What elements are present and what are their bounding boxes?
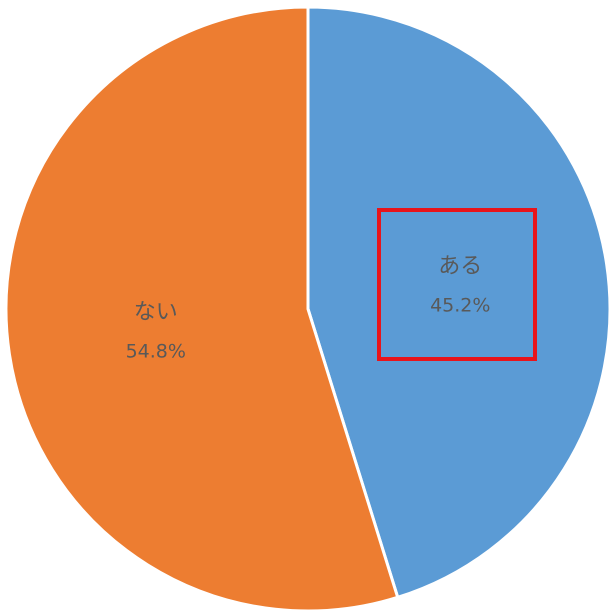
pie-slice — [306, 5, 612, 599]
labels: ある 45.2% ない 54.8% — [126, 254, 491, 363]
pie — [4, 5, 612, 612]
pie-slice — [4, 5, 400, 612]
category-label: ない — [134, 300, 178, 325]
highlight-box — [377, 208, 537, 361]
value-label: 54.8% — [126, 341, 186, 363]
category-label: ある — [438, 254, 482, 279]
value-label: 45.2% — [430, 294, 490, 316]
